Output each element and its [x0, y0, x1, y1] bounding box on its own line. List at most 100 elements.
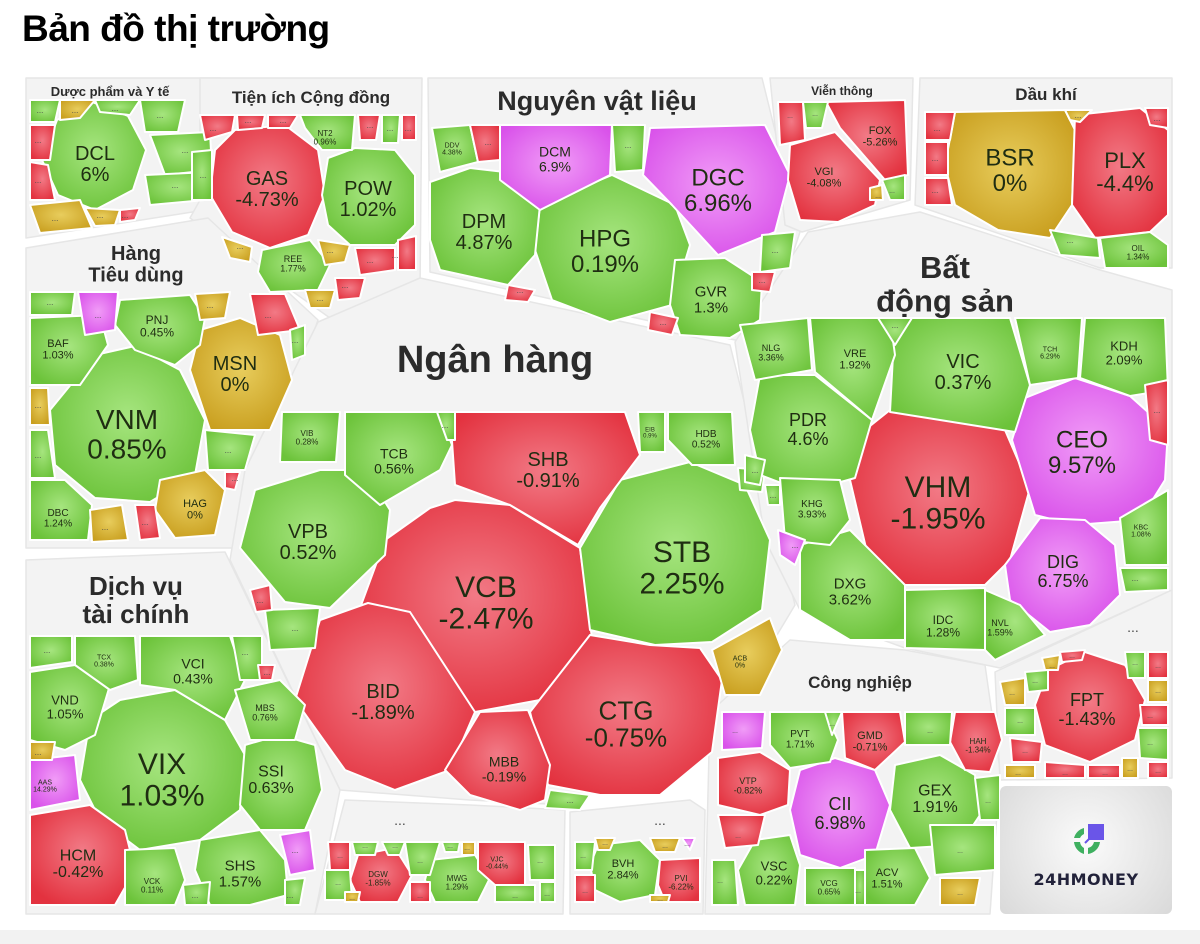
stock-cell-minor[interactable]: ... [29, 741, 56, 761]
stock-cell-minor[interactable]: ... [284, 877, 306, 906]
stock-cell-minor[interactable]: ... [317, 239, 351, 266]
stock-cell-gvr[interactable]: GVR 1.3% [669, 257, 763, 339]
stock-cell-minor[interactable]: ... [869, 184, 884, 201]
stock-cell-minor[interactable]: ... [539, 881, 556, 903]
stock-cell-minor[interactable]: ... [494, 884, 536, 903]
stock-cell-minor[interactable]: ... [924, 111, 956, 141]
stock-cell-minor[interactable]: ... [939, 877, 981, 906]
stock-cell-minor[interactable]: ... [279, 829, 316, 876]
stock-cell-pdr[interactable]: PDR 4.6% [749, 374, 873, 493]
stock-cell-ree[interactable]: REE 1.77% [257, 239, 331, 293]
stock-cell-pow[interactable]: POW 1.02% [321, 147, 416, 246]
stock-cell-nlg[interactable]: NLG 3.36% [739, 317, 813, 381]
stock-cell-minor[interactable]: ... [574, 841, 596, 871]
stock-cell-minor[interactable]: ... [854, 869, 866, 906]
stock-cell-minor[interactable]: ... [89, 504, 129, 543]
stock-cell-minor[interactable]: ... [1144, 107, 1169, 129]
stock-cell-idc[interactable]: IDC 1.28% [904, 587, 986, 651]
stock-cell-minor[interactable]: ... [721, 711, 766, 751]
stock-cell-minor[interactable]: ... [381, 114, 401, 144]
stock-cell-minor[interactable]: ... [84, 207, 121, 227]
stock-cell-kbc[interactable]: KBC 1.08% [1119, 489, 1169, 566]
stock-cell-minor[interactable]: ... [354, 247, 396, 276]
stock-cell-minor[interactable]: ... [999, 677, 1026, 706]
stock-cell-minor[interactable]: ... [139, 99, 186, 133]
stock-cell-dig[interactable]: DIG 6.75% [1004, 517, 1121, 633]
stock-cell-minor[interactable]: ... [611, 124, 646, 173]
stock-cell-fpt[interactable]: FPT -1.43% [1034, 651, 1146, 763]
stock-cell-msn[interactable]: MSN 0% [189, 317, 293, 431]
stock-cell-minor[interactable]: ... [877, 317, 913, 346]
stock-cell-minor[interactable]: ... [119, 207, 141, 223]
stock-cell-minor[interactable]: ... [29, 291, 76, 316]
stock-cell-vgi[interactable]: VGI -4.08% [787, 131, 881, 223]
stock-cell-dpm[interactable]: DPM 4.87% [429, 167, 541, 286]
stock-cell-dcm[interactable]: DCM 6.9% [499, 124, 613, 211]
stock-cell-minor[interactable]: ... [224, 471, 241, 491]
stock-cell-minor[interactable]: ... [527, 844, 556, 881]
stock-cell-minor[interactable]: ... [1147, 651, 1169, 679]
stock-cell-hdb[interactable]: HDB 0.52% [667, 411, 736, 466]
stock-cell-cii[interactable]: CII 6.98% [789, 757, 891, 869]
stock-cell-ctg[interactable]: CTG -0.75% [529, 634, 723, 796]
stock-cell-minor[interactable]: ... [649, 837, 681, 853]
stock-cell-khg[interactable]: KHG 3.93% [779, 477, 851, 546]
stock-cell-minor[interactable]: ... [974, 774, 1001, 821]
stock-cell-minor[interactable]: ... [134, 504, 161, 541]
stock-cell-ceo[interactable]: CEO 9.57% [1011, 377, 1169, 526]
stock-cell-minor[interactable]: ... [1147, 679, 1169, 703]
stock-cell-minor[interactable]: ... [744, 454, 766, 486]
stock-cell-minor[interactable]: ... [1139, 704, 1169, 726]
stock-cell-minor[interactable]: ... [257, 664, 276, 681]
stock-cell-minor[interactable]: ... [924, 141, 949, 176]
stock-cell-dgc[interactable]: DGC 6.96% [642, 124, 791, 256]
stock-cell-nvl[interactable]: NVL 1.59% [984, 589, 1046, 661]
stock-cell-minor[interactable]: ... [1121, 757, 1139, 779]
stock-cell-vre[interactable]: VRE 1.92% [809, 317, 896, 421]
stock-cell-minor[interactable]: ... [1059, 649, 1086, 663]
stock-cell-minor[interactable]: ... [574, 874, 596, 903]
stock-cell-minor[interactable]: ... [191, 149, 213, 201]
stock-cell-minor[interactable]: ... [649, 894, 671, 903]
stock-cell-minor[interactable]: ... [59, 99, 96, 121]
stock-cell-acb[interactable]: ACB 0% [711, 617, 783, 696]
stock-cell-minor[interactable]: ... [717, 814, 766, 849]
stock-cell-vcg[interactable]: VCG 0.65% [804, 867, 856, 906]
stock-cell-minor[interactable]: ... [357, 114, 381, 141]
stock-cell-minor[interactable]: ... [304, 289, 336, 309]
stock-cell-fox[interactable]: FOX -5.26% [825, 99, 909, 181]
stock-cell-plx[interactable]: PLX -4.4% [1071, 107, 1169, 239]
stock-cell-minor[interactable]: ... [401, 114, 417, 141]
stock-cell-minor[interactable]: ... [77, 291, 119, 336]
stock-cell-minor[interactable]: ... [711, 859, 739, 906]
stock-cell-stb[interactable]: STB 2.25% [579, 461, 771, 646]
stock-cell-aas[interactable]: AAS 14.29% [29, 754, 81, 811]
stock-cell-minor[interactable]: ... [94, 99, 141, 116]
stock-cell-eib[interactable]: EIB 0.9% [637, 411, 666, 453]
stock-cell-minor[interactable]: ... [29, 199, 93, 234]
stock-cell-minor[interactable]: ... [381, 841, 406, 856]
stock-cell-minor[interactable]: ... [764, 484, 781, 506]
stock-cell-minor[interactable]: ... [221, 236, 253, 263]
stock-cell-minor[interactable]: ... [267, 114, 299, 129]
stock-cell-minor[interactable]: ... [199, 114, 236, 141]
stock-cell-minor[interactable]: ... [1064, 109, 1093, 123]
stock-cell-vib[interactable]: VIB 0.28% [279, 411, 341, 463]
stock-cell-minor[interactable]: ... [1087, 764, 1121, 779]
stock-cell-gmd[interactable]: GMD -0.71% [841, 711, 906, 771]
stock-cell-minor[interactable]: ... [1009, 737, 1043, 763]
stock-cell-minor[interactable]: ... [929, 824, 996, 876]
stock-cell-vci[interactable]: VCI 0.43% [139, 635, 246, 721]
stock-cell-mbs[interactable]: MBS 0.76% [234, 679, 306, 741]
stock-cell-minor[interactable]: ... [29, 99, 61, 123]
stock-cell-vsc[interactable]: VSC 0.22% [737, 834, 801, 906]
stock-cell-acv[interactable]: ACV 1.51% [864, 847, 931, 906]
stock-cell-minor[interactable]: ... [264, 607, 321, 651]
stock-cell-minor[interactable]: ... [1041, 654, 1061, 671]
stock-cell-pvi[interactable]: PVI -6.22% [657, 857, 701, 903]
stock-cell-minor[interactable]: ... [881, 174, 906, 201]
stock-cell-minor[interactable]: ... [1147, 761, 1169, 779]
stock-cell-ssi[interactable]: SSI 0.63% [239, 734, 323, 831]
stock-cell-vnm[interactable]: VNM 0.85% [49, 345, 206, 503]
stock-cell-hpg[interactable]: HPG 0.19% [534, 174, 691, 323]
